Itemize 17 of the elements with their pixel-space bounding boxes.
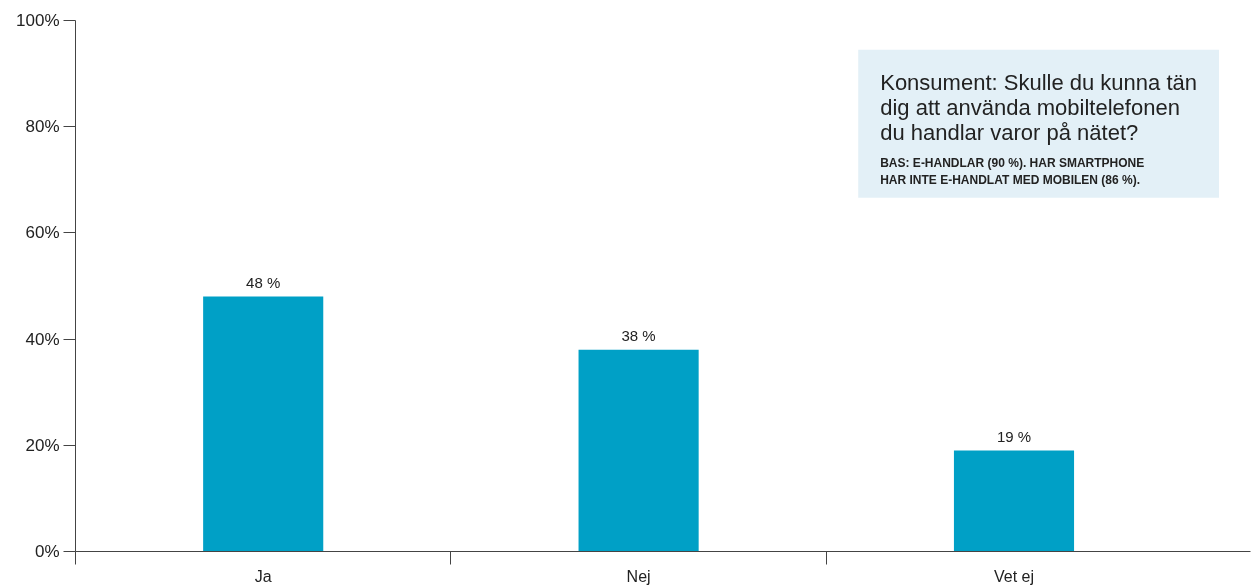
text: Konsument: Skulle du kunna tän dig att använda mobiltelefonen du handlar varor på nätet? [880,69,1197,145]
x-tick-label: Nej [626,567,651,585]
data-label: 38 % [621,326,656,344]
data-label: 19 % [996,427,1032,445]
bar [203,296,324,552]
bar [578,349,699,552]
x-tick-label: Ja [254,567,272,585]
text: BAS: E-HANDLAR (90 %). HAR SMARTPHONE HAR INTE E-HANDLAT MED MOBILEN (86 %). [880,156,1145,187]
y-tick-label: 20% [25,435,60,455]
data-label: 48 % [246,273,281,291]
y-tick-label: 40% [25,329,60,349]
y-tick-label: 100% [16,11,60,30]
y-tick-label: 0% [34,542,60,561]
y-tick-label: 80% [25,117,60,137]
y-tick-label: 60% [25,223,60,243]
bar [953,450,1075,552]
x-tick-label: Vet ej [993,567,1035,585]
